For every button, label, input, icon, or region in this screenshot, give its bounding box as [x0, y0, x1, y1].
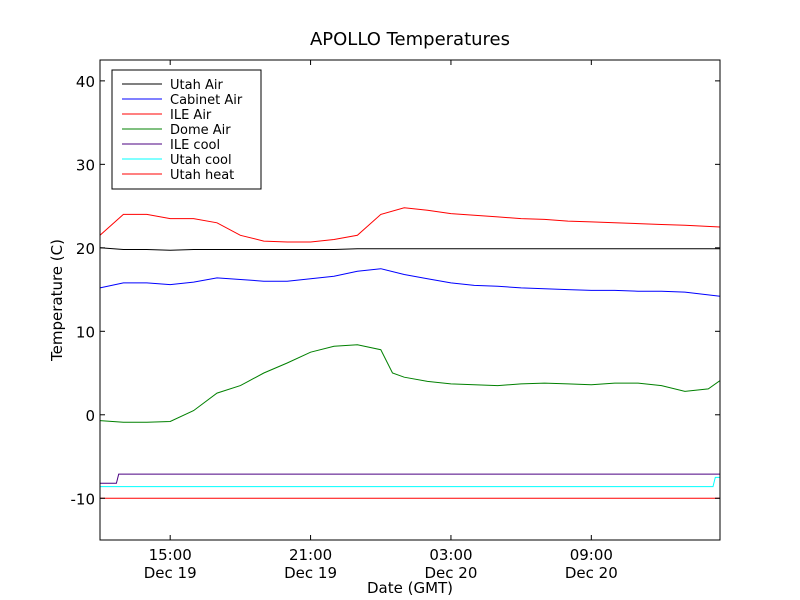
y-axis-label: Temperature (C) [48, 239, 66, 362]
legend-label-4: ILE cool [170, 138, 220, 153]
legend-label-3: Dome Air [170, 123, 231, 138]
y-tick-label: 0 [85, 407, 95, 425]
y-tick-label: 30 [76, 156, 95, 174]
series-line-5 [100, 476, 720, 488]
x-tick-label: 15:00 [149, 546, 192, 564]
x-tick-label: 21:00 [289, 546, 332, 564]
legend-label-0: Utah Air [170, 78, 223, 93]
x-tick-sublabel: Dec 20 [565, 564, 618, 582]
x-tick-label: 03:00 [429, 546, 472, 564]
series-line-2 [99, 207, 721, 243]
legend-label-6: Utah heat [170, 168, 234, 183]
y-tick-label: 10 [76, 323, 95, 341]
legend-label-1: Cabinet Air [170, 93, 243, 108]
legend-label-2: ILE Air [170, 108, 212, 123]
x-tick-sublabel: Dec 19 [284, 564, 337, 582]
x-tick-sublabel: Dec 20 [424, 564, 477, 582]
series-line-1 [99, 268, 721, 297]
series-line-3 [99, 344, 721, 423]
series-layer [99, 207, 721, 499]
y-tick-label: 40 [76, 73, 95, 91]
x-tick-label: 09:00 [570, 546, 613, 564]
y-tick-label: 20 [76, 240, 95, 258]
chart-title: APOLLO Temperatures [310, 29, 510, 50]
x-axis-label: Date (GMT) [367, 579, 453, 597]
legend-label-5: Utah cool [170, 153, 232, 168]
series-line-0 [99, 247, 720, 251]
y-tick-label: -10 [71, 490, 96, 508]
series-line-4 [100, 473, 720, 484]
x-tick-sublabel: Dec 19 [144, 564, 197, 582]
plot-frame [99, 59, 721, 541]
